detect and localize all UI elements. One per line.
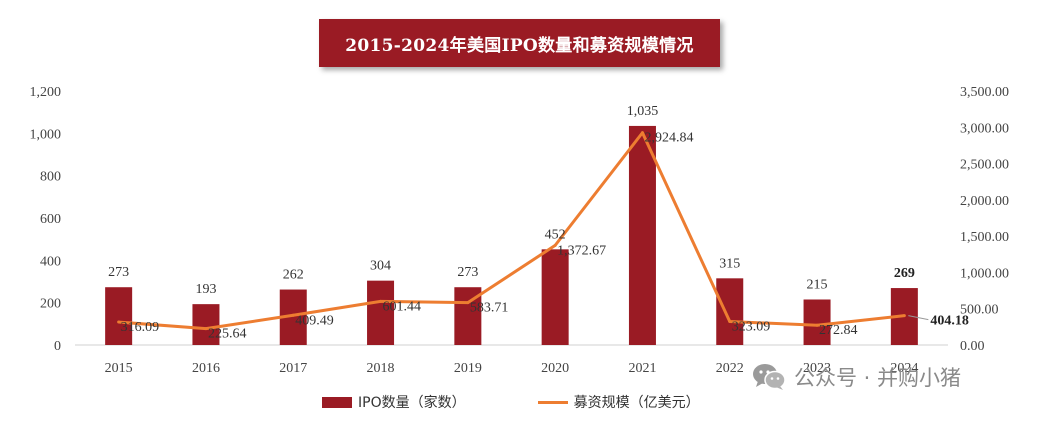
y-right-tick-label: 1,500.00 (960, 230, 1009, 245)
bar-data-label: 269 (894, 266, 915, 281)
bar (716, 278, 744, 345)
x-tick-label: 2017 (279, 361, 307, 376)
y-right-tick-label: 1,000.00 (960, 266, 1009, 281)
bar (192, 304, 220, 345)
line-point (379, 299, 383, 303)
legend-item-bar: IPO数量（家数） (322, 392, 466, 412)
line-data-label: 404.18 (930, 314, 969, 329)
y-left-tick-label: 800 (40, 170, 61, 185)
y-right-tick-label: 500.00 (960, 303, 999, 318)
bar-data-label: 452 (545, 227, 566, 242)
legend-label-bar: IPO数量（家数） (358, 395, 466, 411)
line-series-path (118, 131, 905, 331)
bar-data-label: 304 (370, 259, 391, 274)
wechat-icon (753, 364, 786, 390)
x-tick-label: 2018 (367, 361, 395, 376)
line-data-label: 601.44 (383, 299, 422, 314)
bar (367, 280, 395, 345)
bar-data-label: 273 (457, 265, 478, 280)
line-data-label: 316.09 (121, 320, 159, 335)
watermark-text: 公众号 · 并购小猪 (794, 366, 962, 390)
x-tick-label: 2016 (192, 361, 220, 376)
line-point (815, 323, 819, 327)
line-data-label: 583.71 (470, 301, 509, 316)
x-tick-label: 2021 (628, 361, 656, 376)
y-left-tick-label: 600 (40, 212, 61, 227)
bar (541, 249, 569, 345)
line-point (117, 320, 121, 324)
legend-item-line: 募资规模（亿美元） (537, 392, 700, 412)
line-point (204, 327, 208, 331)
bar-series (105, 125, 918, 345)
y-left-tick-label: 0 (54, 339, 61, 354)
bar (628, 125, 656, 345)
legend-label-line: 募资规模（亿美元） (573, 395, 700, 411)
data-labels: 273 193 262 304 273 452 1,035 315 215 269 316.09 22… (108, 104, 969, 342)
line-data-label: 1,372.67 (557, 243, 606, 258)
legend: IPO数量（家数） 募资规模（亿美元） (322, 392, 772, 412)
y-right-tick-label: 3,000.00 (960, 121, 1009, 136)
y-right-tick-label: 2,500.00 (960, 158, 1009, 173)
bar-data-label: 315 (719, 256, 740, 271)
legend-bar-swatch (322, 396, 352, 408)
bar-data-label: 1,035 (627, 104, 659, 119)
line-data-label: 409.49 (295, 313, 334, 328)
bar-data-label: 273 (108, 265, 129, 280)
chart-title: 2015-2024年美国IPO数量和募资规模情况 (345, 35, 694, 56)
y-left-tick-label: 200 (40, 297, 61, 312)
line-series (117, 131, 906, 331)
y-left-tick-label: 1,000 (30, 127, 62, 142)
chart-title-box: 2015-2024年美国IPO数量和募资规模情况 (319, 19, 720, 67)
line-point (902, 314, 906, 318)
x-tick-label: 2020 (541, 361, 569, 376)
line-point (640, 131, 644, 135)
line-label-leader (908, 315, 929, 321)
x-tick-label: 2015 (105, 361, 133, 376)
line-data-label: 323.09 (732, 320, 771, 335)
line-data-label: 272.84 (819, 323, 858, 338)
line-data-label: 225.64 (208, 327, 247, 342)
y-right-tick-label: 2,000.00 (960, 194, 1009, 209)
x-tick-label: 2022 (716, 361, 744, 376)
y-right-tick-label: 0.00 (960, 339, 985, 354)
axes: 0 200 400 600 800 1,000 1,200 0.00 500.00 1,000.0… (30, 85, 1010, 376)
line-data-label: 2,924.84 (644, 131, 693, 146)
watermark: 公众号 · 并购小猪 (752, 362, 961, 392)
legend-line-swatch (537, 400, 568, 404)
line-point (728, 320, 732, 324)
bar (803, 299, 831, 345)
bar-data-label: 215 (807, 277, 828, 292)
x-tick-label: 2024 (890, 361, 918, 376)
x-tick-label: 2019 (454, 361, 482, 376)
bar (105, 287, 133, 345)
x-tick-label: 2023 (803, 361, 831, 376)
line-point (291, 313, 295, 317)
bar-data-label: 262 (283, 268, 304, 283)
y-left-tick-label: 1,200 (30, 85, 62, 100)
line-point (553, 243, 557, 247)
y-left-tick-label: 400 (40, 254, 61, 269)
bar-data-label: 193 (195, 282, 216, 297)
line-point (466, 301, 470, 305)
y-right-tick-label: 3,500.00 (960, 85, 1009, 100)
